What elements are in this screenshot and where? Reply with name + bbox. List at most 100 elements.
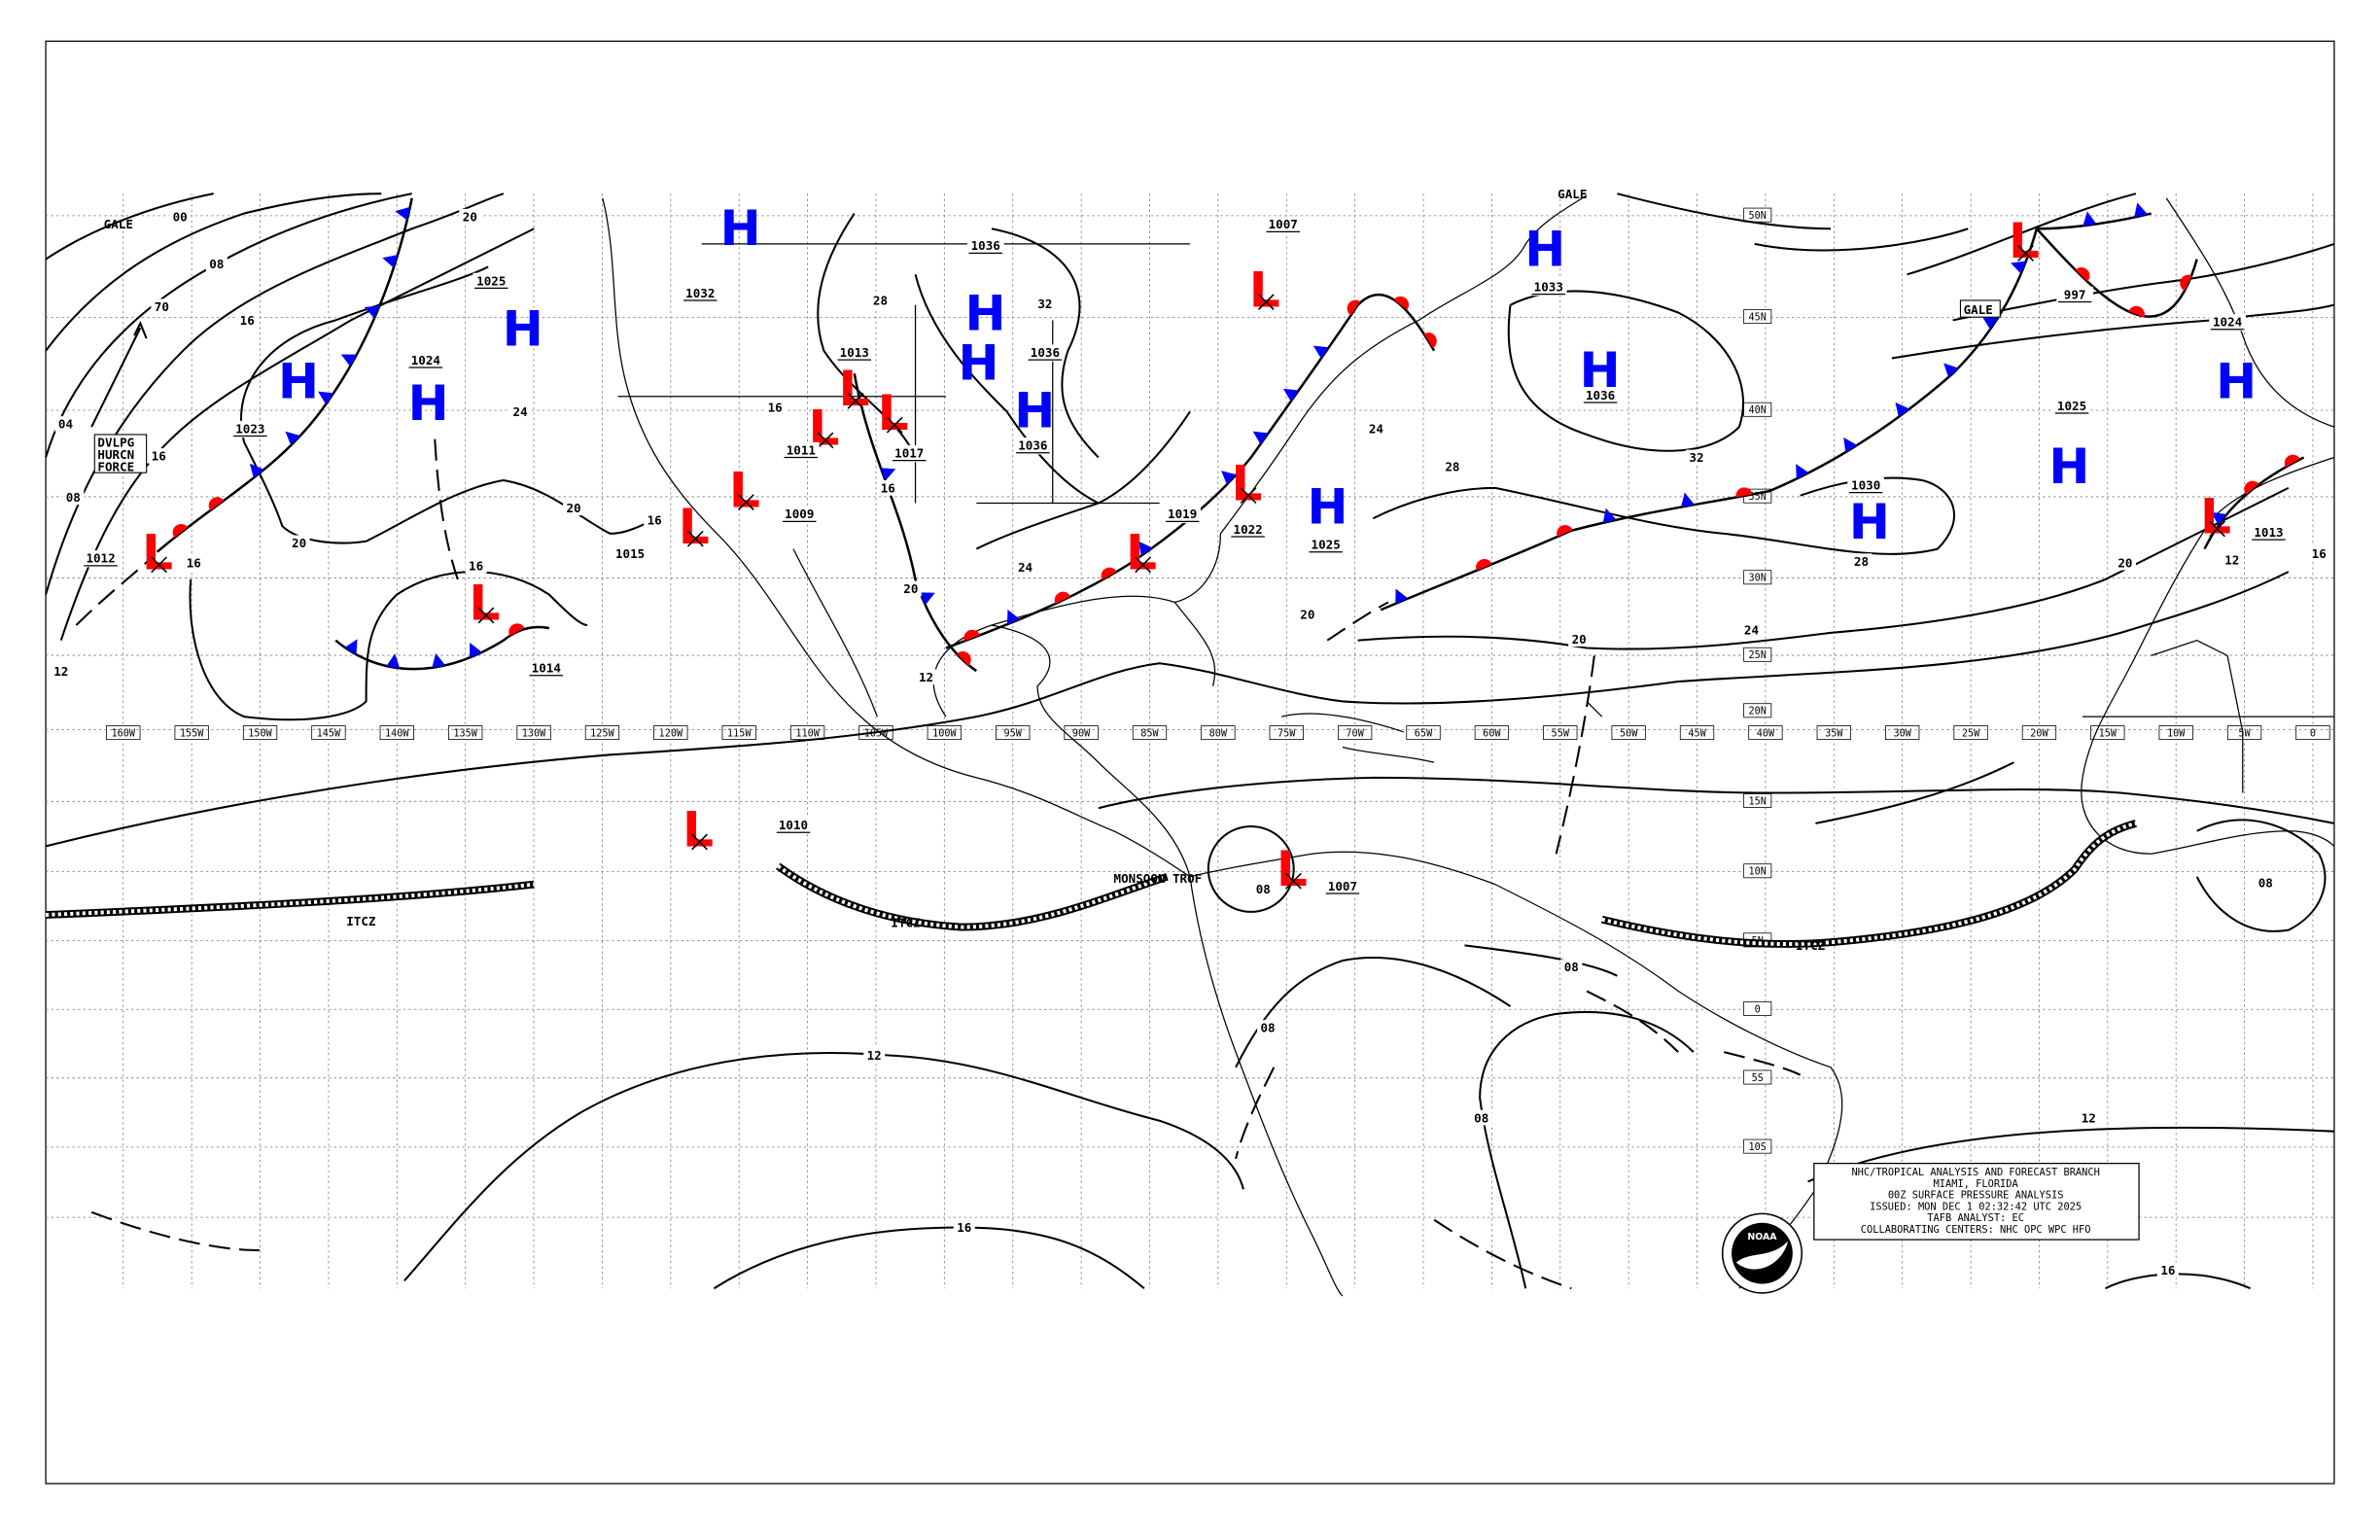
gale-label: GALE: [1558, 187, 1587, 201]
longitude-label: 0: [2295, 725, 2330, 741]
pressure-value: 1032: [685, 286, 715, 300]
latitude-label: 10N: [1743, 863, 1772, 879]
low-l-icon: L: [2009, 212, 2040, 269]
low-pressure-center: L 1010: [682, 801, 812, 858]
longitude-label-text: 90W: [1072, 728, 1091, 739]
pressure-value: 1011: [787, 442, 816, 457]
high-pressure-center: H 1033: [1524, 221, 1567, 297]
pressure-value: 1025: [1312, 538, 1341, 552]
cold-front-triangle-icon: [1221, 471, 1237, 485]
latitude-label: 10S: [1743, 1138, 1772, 1154]
itcz-label: ITCZ: [346, 914, 376, 928]
cold-front-triangle-icon: [1602, 508, 1617, 523]
pressure-value: 1014: [532, 661, 561, 676]
longitude-label: 140W: [379, 725, 414, 741]
longitude-label-text: 155W: [180, 728, 204, 739]
latitude-label-text: 15N: [1749, 796, 1767, 807]
longitude-label-text: 80W: [1209, 728, 1228, 739]
latitude-label-text: 25N: [1749, 650, 1767, 661]
high-h-icon: H: [2216, 353, 2257, 410]
low-l-icon: L: [2200, 488, 2231, 545]
isobar-label: 12: [2082, 1110, 2096, 1125]
longitude-label-text: 125W: [590, 728, 614, 739]
pressure-value: 997: [2064, 287, 2086, 301]
low-center-x-icon: [847, 392, 864, 409]
itcz-label: ITCZ: [891, 916, 921, 930]
longitude-label: 70W: [1337, 725, 1373, 741]
low-l-icon: L: [469, 575, 500, 632]
longitude-label: 45W: [1679, 725, 1715, 741]
longitude-label: 20W: [2021, 725, 2057, 741]
cold-front-triangle-icon: [2082, 211, 2097, 227]
itcz-label: ITCZ: [1796, 938, 1826, 953]
latitude-label: 20N: [1743, 703, 1772, 718]
longitude-label-text: 60W: [1483, 728, 1501, 739]
low-center-x-icon: [2017, 245, 2034, 262]
longitude-label-text: 30W: [1893, 728, 1911, 739]
latitude-label: 15N: [1743, 793, 1772, 808]
cold-front-triangle-icon: [1843, 437, 1858, 453]
longitude-label-text: 25W: [1962, 728, 1980, 739]
longitude-label-text: 100W: [932, 728, 957, 739]
warm-front-semicircle-icon: [1735, 487, 1753, 498]
lat-lon-grid: 160W 155W 150W 145W 140W 135W 130W 125W 120W 115W…: [46, 193, 2334, 1289]
longitude-label-text: 135W: [453, 728, 477, 739]
warm-front-semicircle-icon: [1347, 299, 1361, 316]
high-pressure-center: H 1025: [1307, 477, 1348, 554]
cold-front-triangle-icon: [880, 468, 896, 481]
cold-front-triangle-icon: [469, 643, 482, 658]
isobar-label: 20: [903, 581, 918, 596]
longitude-label: 115W: [721, 725, 756, 741]
cold-front-triangle-icon: [920, 592, 935, 606]
pressure-value: 1023: [235, 421, 264, 436]
info-line-centers: COLLABORATING CENTERS: NHC OPC WPC HFO: [1861, 1224, 2091, 1236]
low-center-x-icon: [738, 494, 754, 510]
pressure-value: 1025: [2057, 399, 2086, 413]
low-pressure-center: L 1007: [1249, 216, 1302, 318]
low-center-x-icon: [2209, 520, 2225, 538]
longitude-label-text: 130W: [522, 728, 546, 739]
cold-front-triangle-icon: [432, 652, 446, 668]
isobar-label: 16: [469, 559, 483, 574]
high-pressure-center: H 1025: [472, 272, 543, 358]
low-l-icon: L: [1249, 261, 1280, 318]
isobar-label: 04: [58, 417, 73, 432]
longitude-label-text: 0: [2310, 728, 2316, 739]
isobar-label: 16: [648, 513, 662, 528]
isobar-label: 12: [919, 670, 933, 684]
cold-front-triangle-icon: [364, 305, 380, 319]
cold-front-triangle-icon: [1282, 388, 1299, 402]
pressure-value: 1033: [1534, 280, 1563, 295]
longitude-label: 55W: [1543, 725, 1578, 741]
isobar-label: 24: [1018, 560, 1032, 575]
longitude-label: 65W: [1406, 725, 1441, 741]
longitude-label: 120W: [653, 725, 688, 741]
pressure-value: 1024: [411, 353, 440, 368]
isobars: [45, 192, 2335, 1290]
isobar-label: 20: [566, 501, 580, 515]
cold-front-triangle-icon: [1312, 345, 1329, 359]
low-pressure-center: L 1022: [1229, 454, 1267, 539]
front-line: [2036, 212, 2152, 230]
low-pressure-center: L: [679, 498, 710, 555]
low-l-icon: L: [682, 801, 714, 858]
warm-front-semicircle-icon: [208, 497, 225, 510]
longitude-label-text: 85W: [1140, 728, 1159, 739]
longitude-label-text: 45W: [1688, 728, 1706, 739]
fronts: [156, 197, 2305, 673]
longitude-label: 95W: [996, 725, 1031, 741]
low-pressure-center: L 1017: [878, 384, 928, 463]
longitude-label: 5W: [2226, 725, 2262, 741]
cold-front-triangle-icon: [395, 206, 410, 221]
latitude-label-text: 50N: [1749, 211, 1767, 222]
low-pressure-center: L 997: [2009, 212, 2093, 304]
latitude-label-text: 5S: [1752, 1073, 1764, 1084]
